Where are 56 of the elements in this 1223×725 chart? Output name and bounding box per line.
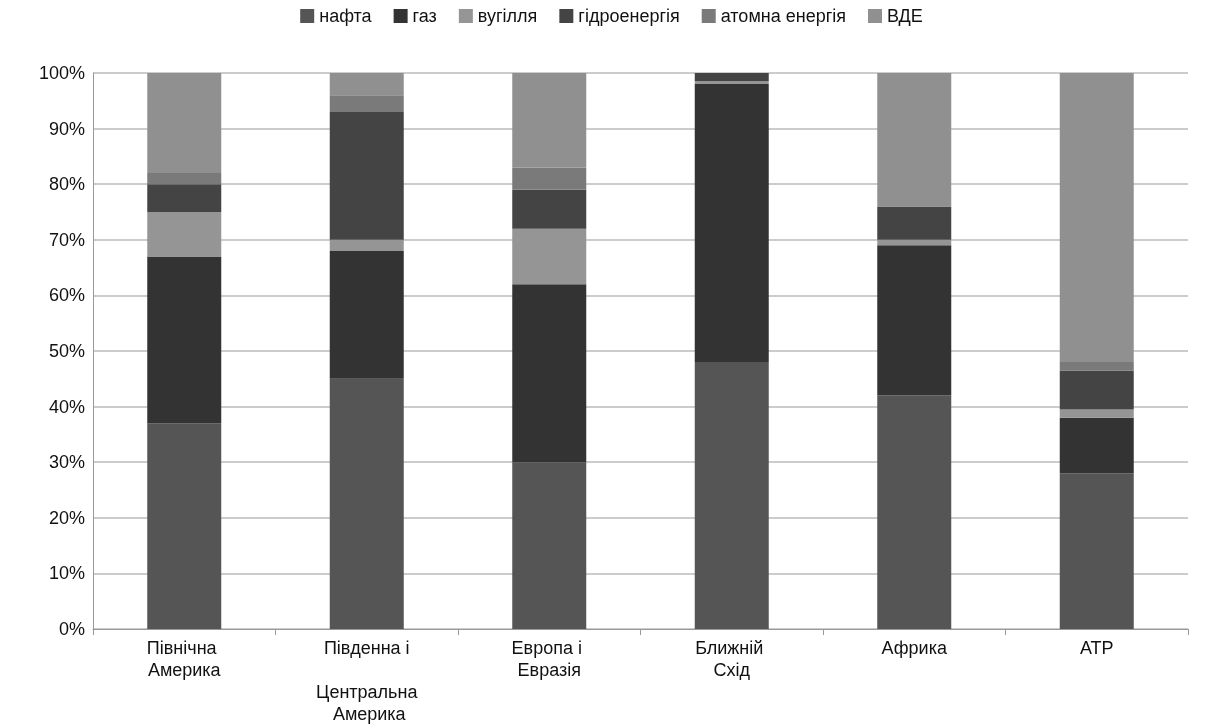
bar: [694, 362, 769, 629]
legend-label: вугілля: [477, 6, 538, 26]
legend-label: ВДЕ: [886, 6, 923, 26]
bar: [329, 378, 404, 629]
x-tick-label: АТР: [1079, 638, 1114, 658]
y-tick-label: 50%: [48, 341, 85, 361]
bar: [694, 73, 769, 82]
legend-label: нафта: [319, 6, 373, 26]
category-label: Південна і Центральна Америка: [316, 638, 418, 724]
bar: [1059, 473, 1134, 629]
bar: [512, 167, 587, 190]
bar: [512, 73, 587, 168]
bar: [147, 173, 222, 185]
bar: [147, 423, 222, 629]
x-tick-label: Північна Америка: [146, 638, 222, 680]
y-tick-label: 0%: [58, 619, 85, 639]
bar: [512, 284, 587, 463]
bar: [512, 462, 587, 629]
x-tick-label: Африка: [881, 638, 948, 658]
legend-label: газ: [412, 6, 437, 26]
bar: [147, 184, 222, 212]
bar: [329, 95, 404, 112]
bar: [694, 81, 769, 85]
y-tick-label: 90%: [48, 118, 85, 139]
bar: [1059, 362, 1134, 371]
y-tick-label: 40%: [48, 396, 85, 417]
bar: [329, 73, 404, 96]
bar: [329, 250, 404, 379]
bar: [147, 73, 222, 174]
bar: [694, 84, 769, 363]
legend-label: атомна енергія: [720, 6, 846, 26]
bar: [329, 111, 404, 240]
bar: [1059, 417, 1134, 474]
bar: [512, 228, 587, 285]
bar: [877, 206, 952, 240]
bar: [512, 189, 587, 229]
y-tick-label: 60%: [48, 285, 85, 306]
bar: [877, 73, 952, 207]
y-tick-label: 80%: [48, 174, 85, 195]
bar: [1059, 73, 1134, 363]
bar: [877, 245, 952, 396]
bar: [1059, 409, 1134, 418]
bar: [877, 395, 952, 629]
legend-label: гідроенергія: [578, 6, 680, 26]
y-tick-label: 20%: [48, 507, 85, 528]
bar: [147, 256, 222, 424]
bar: [147, 212, 222, 257]
y-tick-label: 30%: [48, 452, 85, 473]
y-tick-label: 10%: [48, 563, 85, 584]
bar: [1059, 370, 1134, 410]
y-tick-label: 100%: [38, 63, 85, 83]
x-tick-label: Европа і Евразія: [511, 638, 587, 680]
bar: [877, 239, 952, 246]
bar: [329, 239, 404, 251]
y-tick-label: 70%: [48, 229, 85, 250]
x-tick-label: Ближній Схід: [695, 638, 769, 680]
